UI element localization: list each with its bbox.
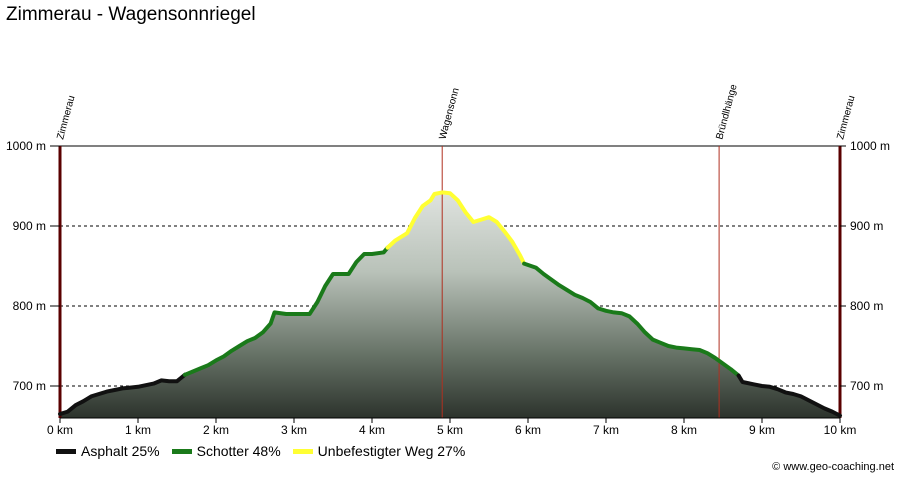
x-tick-label: 6 km <box>515 423 541 437</box>
legend-label-asphalt: Asphalt 25% <box>81 443 160 459</box>
waypoint-label: Wagensonn <box>437 87 461 141</box>
credit-text: © www.geo-coaching.net <box>772 461 894 473</box>
x-tick-label: 10 km <box>824 423 857 437</box>
x-tick-label: 2 km <box>203 423 229 437</box>
legend-swatch-asphalt <box>56 448 76 454</box>
profile-segment-asphalt <box>736 373 842 418</box>
profile-segment-schotter <box>182 245 390 377</box>
y-tick-label-left: 800 m <box>13 299 46 313</box>
legend-item-asphalt: Asphalt 25% <box>56 443 160 459</box>
y-tick-label-right: 900 m <box>850 219 883 233</box>
x-tick-label: 3 km <box>281 423 307 437</box>
legend-label-schotter: Schotter 48% <box>196 443 281 459</box>
chart-title: Zimmerau - Wagensonnriegel <box>6 4 256 25</box>
waypoint-label: Zimmerau <box>835 94 857 140</box>
x-tick-label: 1 km <box>125 423 151 437</box>
profile-segment-schotter <box>522 261 741 378</box>
x-tick-label: 4 km <box>359 423 385 437</box>
legend-item-schotter: Schotter 48% <box>171 443 281 459</box>
profile-segment-asphalt <box>58 372 187 416</box>
x-tick-label: 8 km <box>671 423 697 437</box>
legend: Asphalt 25% Schotter 48% Unbefestigter W… <box>56 443 477 459</box>
waypoint-label: Zimmerau <box>55 94 77 140</box>
x-tick-label: 5 km <box>437 423 463 437</box>
y-tick-label-left: 700 m <box>13 379 46 393</box>
y-tick-label-right: 1000 m <box>850 139 890 153</box>
y-tick-label-right: 700 m <box>850 379 883 393</box>
legend-swatch-unbefestigt <box>292 448 313 454</box>
y-tick-label-left: 1000 m <box>6 139 46 153</box>
x-tick-label: 7 km <box>593 423 619 437</box>
profile-segment-unbefestigter-weg <box>385 190 527 266</box>
y-tick-label-left: 900 m <box>13 219 46 233</box>
legend-swatch-schotter <box>171 448 192 454</box>
y-tick-label-right: 800 m <box>850 299 883 313</box>
x-tick-label: 0 km <box>47 423 73 437</box>
elevation-area <box>60 192 840 418</box>
waypoint-label: Bründlhänge <box>714 83 739 141</box>
x-tick-label: 9 km <box>749 423 775 437</box>
legend-item-unbefestigt: Unbefestigter Weg 27% <box>292 443 466 459</box>
legend-label-unbefestigt: Unbefestigter Weg 27% <box>317 443 466 459</box>
